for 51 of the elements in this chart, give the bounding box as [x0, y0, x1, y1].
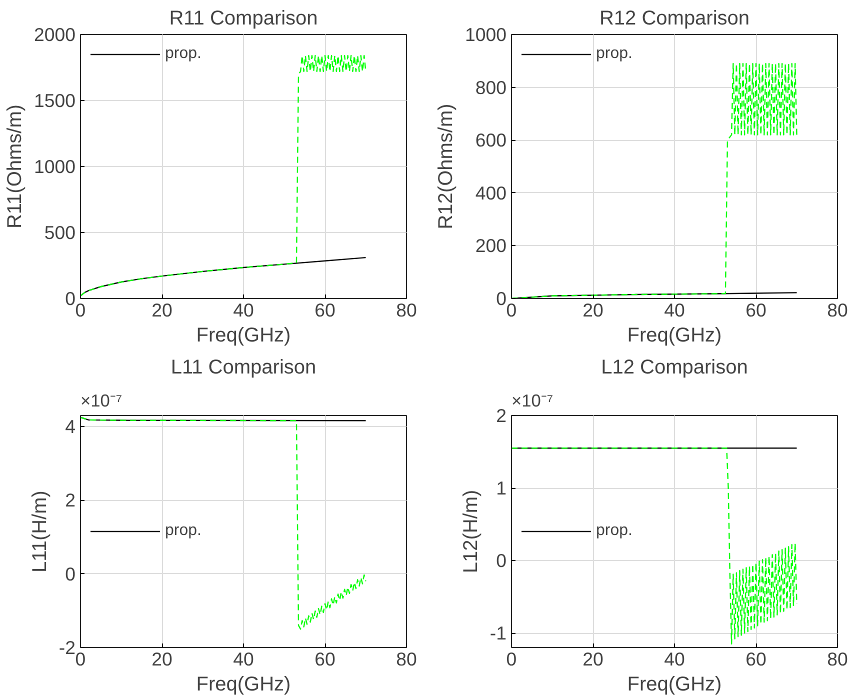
x-tick-label: 20 — [152, 648, 172, 670]
y-tick-label: 1 — [496, 478, 507, 498]
y-tick-label: 500 — [44, 222, 76, 243]
legend-label: prop. — [165, 45, 202, 63]
chart-title: R12 Comparison — [599, 8, 750, 30]
y-tick-label: 1000 — [464, 24, 507, 45]
chart-title: L11 Comparison — [170, 356, 316, 378]
x-axis-title: Freq(GHz) — [627, 324, 722, 346]
x-tick-label: 40 — [233, 648, 254, 670]
x-axis-title: Freq(GHz) — [196, 674, 291, 696]
legend-label: prop. — [165, 522, 202, 540]
y-tick-label: 1000 — [34, 156, 76, 177]
chart-title: L12 Comparison — [601, 356, 748, 378]
y-tick-label: 1500 — [34, 90, 76, 111]
text: ×10⁻⁷ — [512, 390, 554, 410]
x-tick-label: 80 — [396, 648, 417, 670]
text: ×10⁻⁷ — [80, 390, 122, 410]
x-tick-label: 20 — [152, 300, 172, 320]
chart-title: R11 Comparison — [169, 8, 318, 30]
x-tick-label: 60 — [746, 648, 766, 670]
x-tick-label: 80 — [827, 300, 848, 320]
x-tick-label: 40 — [664, 648, 685, 670]
x-tick-label: 60 — [314, 300, 336, 320]
x-tick-label: 60 — [314, 648, 336, 670]
y-tick-label: 600 — [475, 130, 507, 151]
legend-label: prop. — [596, 45, 632, 63]
y-tick-label: 0 — [496, 550, 507, 571]
x-tick-label: 40 — [664, 300, 685, 320]
x-tick-label: 60 — [746, 300, 766, 320]
x-tick-label: 80 — [827, 648, 848, 670]
y-tick-label: 800 — [475, 76, 507, 98]
y-tick-label: 2 — [65, 490, 76, 511]
x-axis-title: Freq(GHz) — [196, 324, 291, 346]
y-tick-label: 200 — [475, 235, 507, 256]
y-tick-label: -2 — [58, 637, 76, 658]
y-tick-label: 0 — [65, 563, 76, 584]
x-axis-title: Freq(GHz) — [627, 674, 722, 696]
y-axis-title: R12(Ohms/m) — [434, 104, 457, 230]
x-tick-label: 20 — [582, 648, 604, 670]
legend-label: prop. — [596, 522, 632, 540]
x-tick-label: 80 — [396, 300, 417, 320]
y-tick-label: 2000 — [34, 24, 76, 45]
y-axis-title: L12(H/m) — [460, 490, 482, 574]
y-tick-label: 4 — [65, 416, 76, 438]
y-tick-label: 2 — [496, 405, 507, 426]
y-axis-title: R11(Ohms/m) — [4, 104, 26, 229]
y-tick-label: 400 — [475, 182, 507, 204]
y-axis-title: L11(H/m) — [28, 490, 51, 572]
y-tick-label: -1 — [490, 622, 507, 644]
x-tick-label: 40 — [233, 300, 254, 320]
x-tick-label: 20 — [582, 300, 604, 320]
